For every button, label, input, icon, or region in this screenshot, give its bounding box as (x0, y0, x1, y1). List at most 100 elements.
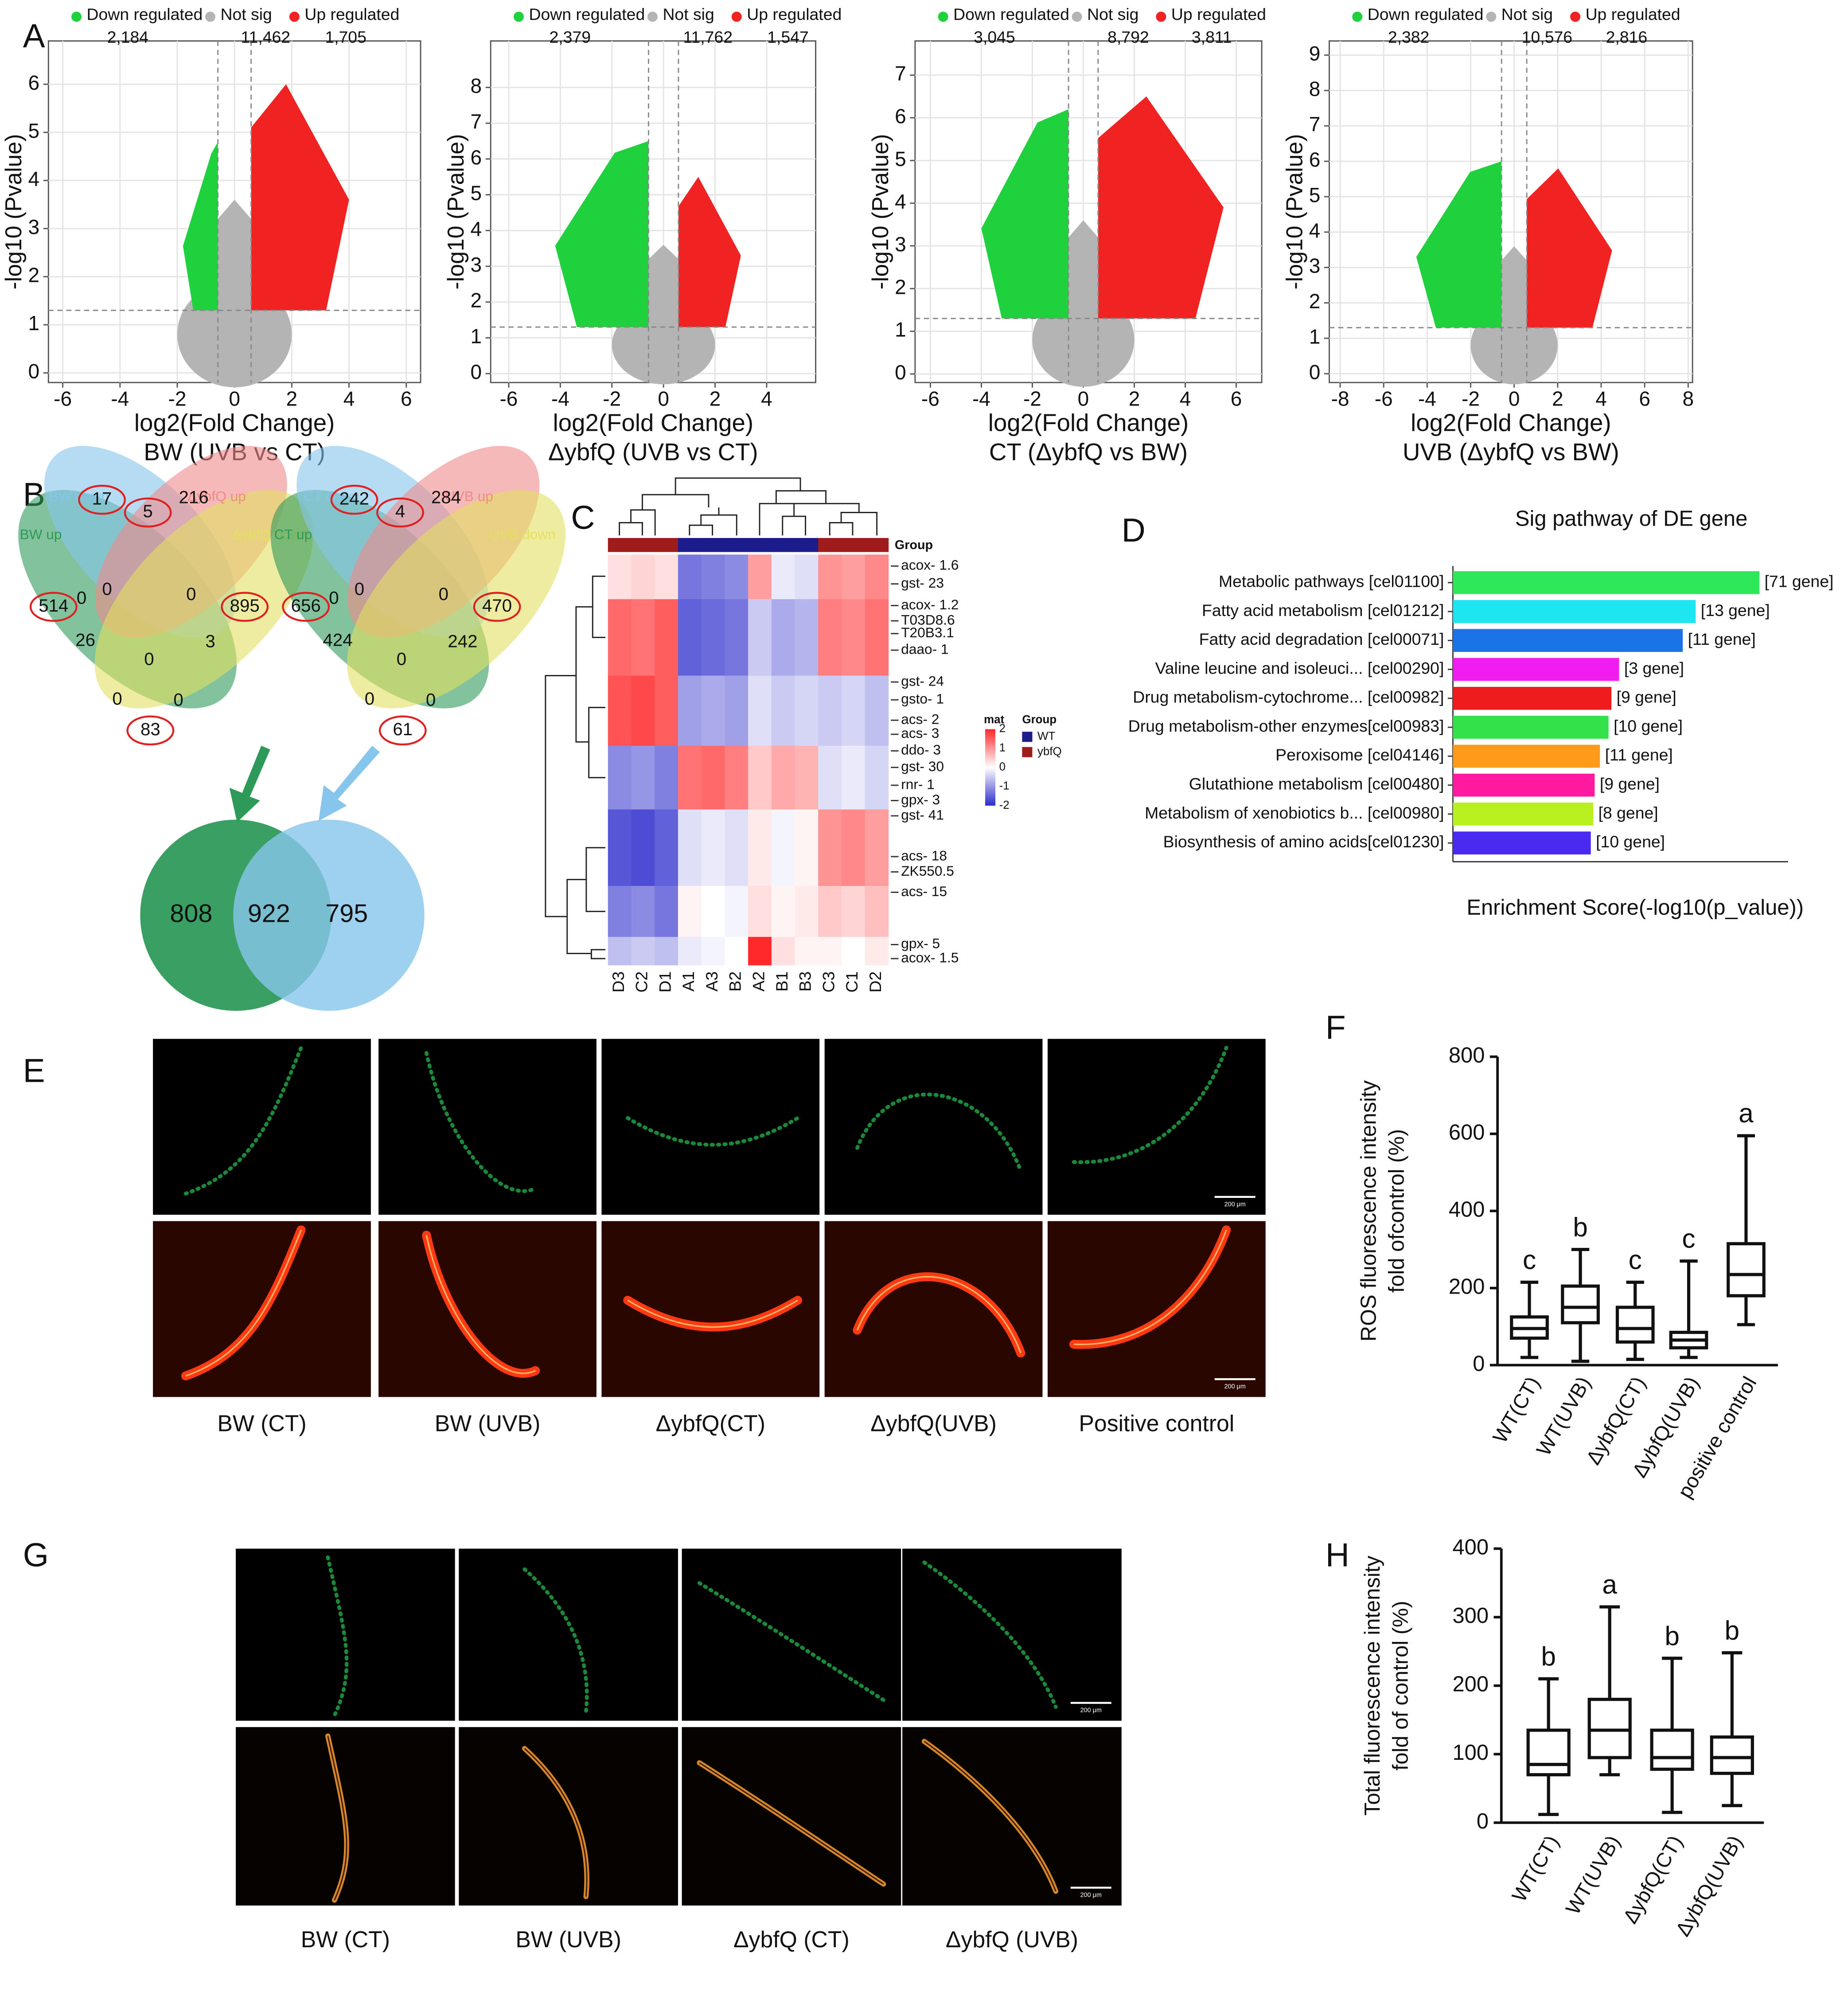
highlight-circle (378, 715, 427, 746)
x-tick-label: 6 (1231, 387, 1242, 410)
heatmap-cell (725, 886, 749, 938)
group-bar (678, 538, 702, 552)
y-axis-label: -log10 (Pvalue) (0, 134, 26, 289)
scale-tick-label: 2 (999, 722, 1006, 735)
bar (1453, 629, 1683, 652)
micrograph (682, 1548, 901, 1721)
heatmap-cell (701, 809, 725, 886)
micrograph-label: ΔybfQ(UVB) (870, 1410, 997, 1436)
significance-letter: b (1573, 1212, 1588, 1242)
legend-marker (647, 12, 658, 22)
heatmap-cell (818, 809, 842, 886)
significance-letter: b (1541, 1641, 1556, 1671)
heatmap-cell (771, 886, 795, 938)
y-axis-label: -log10 (Pvalue) (443, 134, 468, 289)
micrograph-label: ΔybfQ (UVB) (946, 1926, 1078, 1952)
y-tick-label: 6 (1309, 148, 1321, 171)
y-axis-label: ROS fluorescence intensity (1357, 1080, 1380, 1341)
column-label: B2 (726, 971, 745, 992)
venn-count: 895 (230, 596, 260, 616)
x-tick-label: -8 (1331, 387, 1349, 410)
y-tick-label: 300 (1452, 1604, 1489, 1628)
x-tick-label: 8 (1683, 387, 1694, 410)
highlight-circle (376, 497, 424, 528)
legend-swatch (1022, 747, 1033, 757)
scale-tick-label: -1 (999, 780, 1010, 792)
legend-title: mat (984, 713, 1004, 726)
heatmap-cell (608, 745, 632, 810)
gene-label: acs- 18 (901, 847, 947, 863)
bar-annotation: [9 gene] (1600, 775, 1660, 793)
legend-count: 1,547 (767, 28, 809, 47)
x-axis-label: log2(Fold Change) (988, 409, 1189, 436)
venn-set-label: ΔybfQ up (187, 488, 246, 504)
fluorescence (697, 1581, 885, 1702)
x-tick-label: 4 (343, 387, 355, 410)
point-cloud (183, 142, 218, 311)
y-tick-label: 5 (28, 119, 40, 142)
column-dendrogram (619, 477, 878, 536)
scale-tick-label: -2 (999, 799, 1010, 811)
micrograph (824, 1039, 1043, 1215)
x-tick-label: -4 (972, 387, 990, 410)
x-tick-label: 6 (1639, 387, 1650, 410)
point-cloud (678, 177, 741, 327)
y-tick-label: 200 (1452, 1673, 1489, 1696)
heatmap-cell (631, 809, 655, 886)
heatmap-cell (678, 886, 702, 938)
y-tick-label: 3 (470, 253, 482, 276)
heatmap-cell (608, 554, 632, 600)
bar-annotation: [10 gene] (1596, 832, 1665, 851)
micrograph-label: ΔybfQ (CT) (733, 1926, 850, 1952)
x-tick-label: -2 (1023, 387, 1041, 410)
y-tick-label: 4 (895, 190, 906, 213)
micrograph-label: ΔybfQ(CT) (656, 1410, 765, 1436)
column-label: A2 (749, 971, 768, 992)
worm-interior (924, 1741, 1057, 1892)
heatmap-cell (748, 886, 772, 938)
x-axis-label: Enrichment Score(-log10(p_value)) (1466, 896, 1804, 920)
heatmap-cell (865, 937, 889, 966)
venn-count: 656 (291, 596, 321, 616)
point-cloud (1501, 246, 1527, 374)
chart-title: Sig pathway of DE gene (1515, 507, 1747, 531)
legend-marker (513, 12, 524, 22)
venn-set (94, 490, 313, 709)
heatmap-cell (865, 599, 889, 676)
heatmap-cell (655, 554, 678, 600)
bar-annotation: [11 gene] (1688, 630, 1756, 648)
x-axis-label: log2(Fold Change) (553, 409, 753, 436)
venn-count: 83 (140, 719, 160, 739)
x-tick-label: 0 (229, 387, 240, 410)
x-tick-label: -6 (921, 387, 940, 410)
heatmap-cell (678, 554, 702, 600)
legend-title: Group (1022, 713, 1057, 726)
x-tick-label: -6 (54, 387, 72, 410)
venn-count: 0 (102, 579, 112, 599)
worm-interior (627, 1299, 798, 1328)
venn-count: 216 (179, 487, 209, 507)
heatmap-cell (841, 745, 866, 810)
subtitle: CT (ΔybfQ vs BW) (989, 439, 1188, 466)
gene-label: acox- 1.6 (901, 557, 959, 573)
heatmap-cell (771, 937, 795, 966)
category-label: Metabolic pathways [cel01100] (1219, 572, 1444, 591)
point-cloud (218, 199, 251, 373)
heatmap-cell (841, 937, 866, 966)
venn-count: 61 (393, 719, 413, 739)
y-tick-label: 3 (895, 233, 906, 256)
category-label: Fatty acid metabolism [cel01212] (1202, 601, 1444, 620)
venn-count: 514 (39, 596, 68, 616)
heatmap-cell (701, 937, 725, 966)
worm-interior (185, 1229, 302, 1377)
point-cloud (555, 141, 649, 327)
heatmap-cell (678, 937, 702, 966)
legend-marker (289, 12, 300, 22)
venn-count: 0 (426, 690, 436, 710)
legend-count: 2,382 (1388, 28, 1430, 47)
heatmap-cell (795, 809, 819, 886)
bar (1453, 716, 1609, 739)
panel-label: D (1122, 511, 1146, 549)
micrograph-label: BW (UVB) (515, 1926, 621, 1952)
